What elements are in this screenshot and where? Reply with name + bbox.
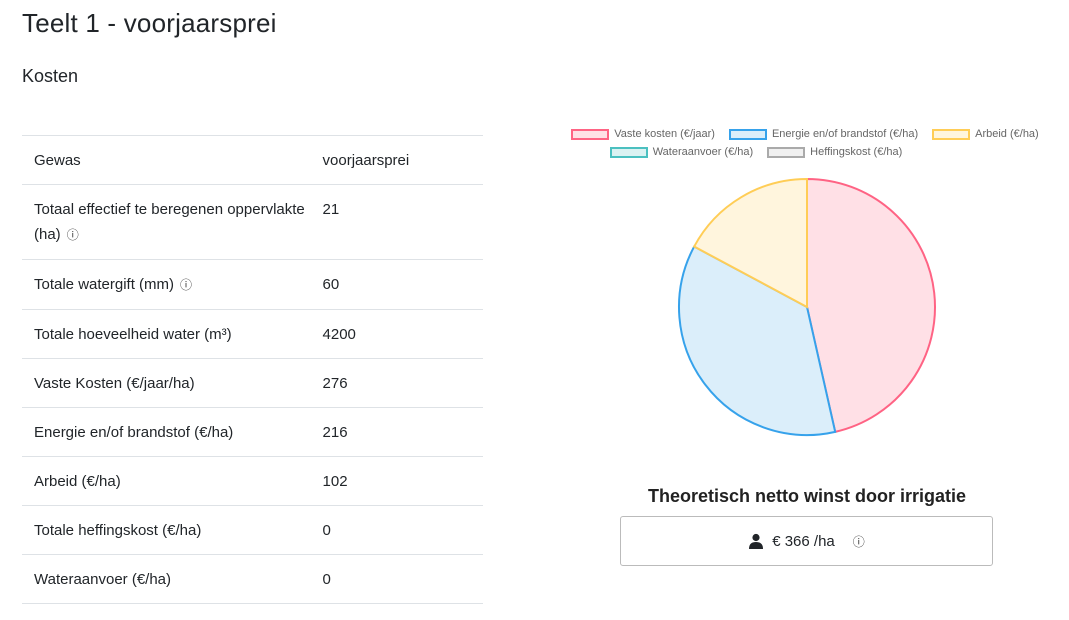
legend-label-vaste-kosten: Vaste kosten (€/jaar)	[614, 128, 715, 140]
row-label: Energie en/of brandstof (€/ha)	[34, 424, 234, 441]
row-label: Wateraanvoer (€/ha)	[34, 571, 172, 588]
row-label-cell: Gewas	[22, 135, 323, 185]
legend-label-heffingskost: Heffingskost (€/ha)	[810, 146, 903, 158]
row-value: 4200	[322, 309, 483, 359]
legend-label-arbeid: Arbeid (€/ha)	[975, 128, 1039, 140]
row-label: Totale hoeveelheid water (m³)	[34, 326, 232, 343]
table-row: Arbeid (€/ha) 102	[22, 456, 483, 506]
table-row: Energie en/of brandstof (€/ha) 216	[22, 407, 483, 457]
section-title: Kosten	[22, 66, 79, 86]
legend-swatch-arbeid	[932, 128, 971, 140]
row-label: Totale watergift (mm)	[34, 276, 175, 293]
legend-row-2: Wateraanvoer (€/ha) Heffingskost (€/ha)	[442, 146, 1069, 158]
row-label: Totaal effectief te beregenen oppervlakt…	[34, 201, 305, 243]
legend-swatch-vaste-kosten	[571, 128, 610, 140]
table-row: Totaal effectief te beregenen oppervlakt…	[22, 184, 483, 260]
row-label-cell: Totale hoeveelheid water (m³)	[22, 309, 323, 359]
pie-slice-0[interactable]	[806, 177, 936, 434]
legend-item-heffingskost[interactable]: Heffingskost (€/ha)	[767, 146, 902, 158]
profit-value: € 366 /ha	[772, 532, 835, 550]
legend-item-energie[interactable]: Energie en/of brandstof (€/ha)	[728, 128, 919, 140]
row-value: 0	[322, 505, 483, 555]
row-label: Gewas	[34, 152, 81, 169]
legend-item-wateraanvoer[interactable]: Wateraanvoer (€/ha)	[609, 146, 754, 158]
pie-slice-2[interactable]	[692, 177, 808, 309]
table-row: Totale heffingskost (€/ha) 0	[22, 505, 483, 555]
legend-swatch-wateraanvoer	[609, 146, 648, 158]
row-label-cell: Wateraanvoer (€/ha)	[22, 554, 323, 604]
row-value: 60	[322, 259, 483, 310]
row-label-cell: Vaste Kosten (€/jaar/ha)	[22, 358, 323, 408]
row-label: Vaste Kosten (€/jaar/ha)	[34, 375, 195, 392]
row-label: Arbeid (€/ha)	[34, 473, 121, 490]
table-row: Vaste Kosten (€/jaar/ha) 276	[22, 358, 483, 408]
chart-legend: Vaste kosten (€/jaar) Energie en/of bran…	[540, 128, 1069, 164]
row-value: 102	[322, 456, 483, 506]
legend-label-wateraanvoer: Wateraanvoer (€/ha)	[652, 146, 754, 158]
row-label-cell: Totale heffingskost (€/ha)	[22, 505, 323, 555]
info-icon[interactable]: ⓘ	[180, 278, 193, 292]
row-value: voorjaarsprei	[322, 135, 483, 185]
legend-item-vaste-kosten[interactable]: Vaste kosten (€/jaar)	[571, 128, 715, 140]
info-icon[interactable]: ⓘ	[852, 534, 865, 549]
profit-box: € 366 /ha ⓘ	[620, 516, 993, 566]
row-label-cell: Arbeid (€/ha)	[22, 456, 323, 506]
user-icon	[748, 533, 764, 549]
row-value: 276	[322, 358, 483, 408]
legend-row-1: Vaste kosten (€/jaar) Energie en/of bran…	[540, 128, 1069, 140]
legend-label-energie: Energie en/of brandstof (€/ha)	[771, 128, 919, 140]
costs-table-container: Gewas voorjaarsprei Totaal effectief te be…	[22, 135, 483, 604]
row-value: 216	[322, 407, 483, 457]
row-label: Totale heffingskost (€/ha)	[34, 522, 202, 539]
row-value: 0	[322, 554, 483, 604]
table-row: Totale hoeveelheid water (m³) 4200	[22, 309, 483, 359]
info-icon[interactable]: ⓘ	[66, 228, 79, 242]
table-row: Wateraanvoer (€/ha) 0	[22, 554, 483, 604]
row-label-cell: Totaal effectief te beregenen oppervlakt…	[22, 184, 323, 260]
row-value: 21	[322, 184, 483, 260]
table-row: Totale watergift (mm) ⓘ 60	[22, 259, 483, 310]
legend-item-arbeid[interactable]: Arbeid (€/ha)	[932, 128, 1039, 140]
pie-slice-1[interactable]	[678, 245, 837, 436]
profit-title: Theoretisch netto winst door irrigatie	[647, 486, 967, 506]
page-title: Teelt 1 - voorjaarsprei	[22, 8, 277, 38]
legend-swatch-energie	[728, 128, 767, 140]
row-label-cell: Energie en/of brandstof (€/ha)	[22, 407, 323, 457]
table-row: Gewas voorjaarsprei	[22, 135, 483, 185]
costs-table: Gewas voorjaarsprei Totaal effectief te be…	[22, 135, 483, 604]
cost-pie-chart[interactable]	[676, 176, 938, 438]
row-label-cell: Totale watergift (mm) ⓘ	[22, 259, 323, 310]
legend-swatch-heffingskost	[767, 146, 806, 158]
